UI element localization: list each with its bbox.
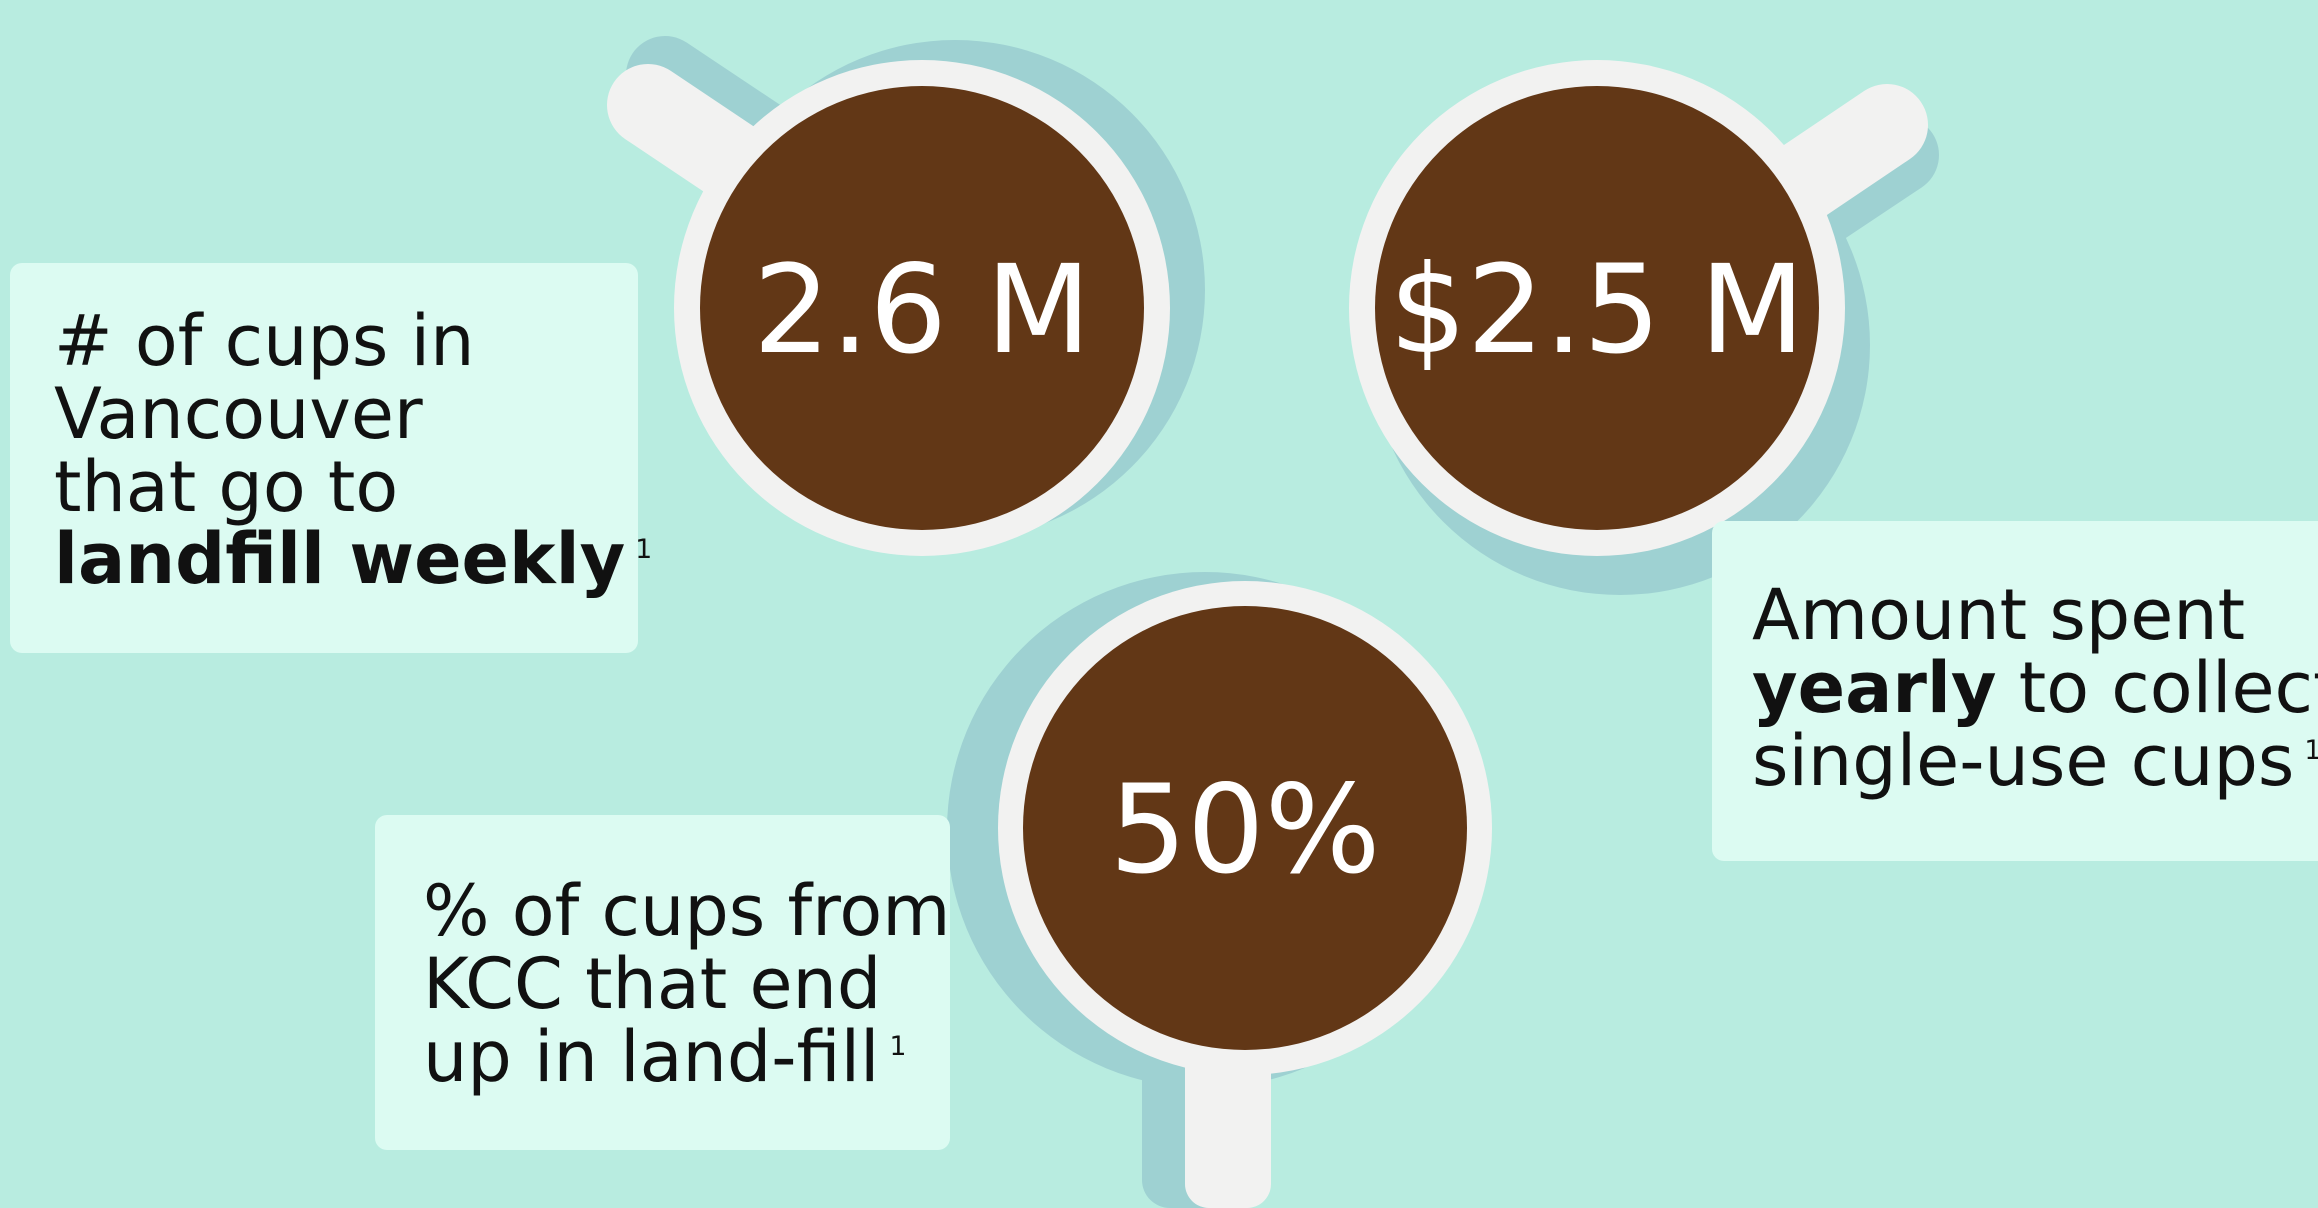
footnote-ref: 1 <box>889 1031 907 1063</box>
landfill-line-3: that go to <box>54 445 399 528</box>
stat-weekly-cups: 2.6 M <box>753 239 1091 381</box>
spent-line-2-rest: to collect <box>1996 646 2318 729</box>
yearly-spend-text: Amount spent yearly to collect single-us… <box>1752 579 2318 797</box>
cup-kcc: 50% <box>947 572 1492 1208</box>
spent-line-3-text: single-use cups <box>1752 719 2295 802</box>
kcc-line-1: % of cups from <box>423 870 951 952</box>
landfill-weekly-text: # of cups in Vancouver that go to landfi… <box>54 305 652 596</box>
cup-yearly: $2.5 M <box>1349 60 1939 595</box>
yearly-spend-card: Amount spent yearly to collect single-us… <box>1712 521 2318 861</box>
kcc-line-3-text: up in land-fill <box>423 1015 880 1098</box>
landfill-line-4: landfill weekly 1 <box>54 523 652 596</box>
cup-kcc-coffee <box>1023 606 1467 1050</box>
landfill-emphasis: landfill weekly <box>54 518 626 601</box>
spent-emphasis: yearly <box>1752 646 1997 729</box>
cup-kcc-handle <box>1185 1040 1271 1208</box>
landfill-line-1: # of cups in <box>54 300 475 382</box>
spent-line-2: yearly to collect <box>1752 651 2318 725</box>
cup-weekly: 2.6 M <box>607 36 1205 556</box>
landfill-weekly-card: # of cups in Vancouver that go to landfi… <box>10 263 652 653</box>
kcc-percent-text: % of cups from KCC that end up in land-f… <box>423 875 950 1093</box>
spent-line-1: Amount spent <box>1752 574 2246 656</box>
footnote-ref: 1 <box>2304 735 2318 767</box>
footnote-ref: 1 <box>635 534 653 566</box>
stat-yearly-cost: $2.5 M <box>1389 239 1805 381</box>
kcc-line-3: up in land-fill 1 <box>423 1020 950 1094</box>
kcc-percent-card: % of cups from KCC that end up in land-f… <box>375 815 950 1150</box>
cup-yearly-coffee <box>1375 86 1819 530</box>
spent-line-3: single-use cups 1 <box>1752 724 2318 798</box>
stat-kcc-percent: 50% <box>1109 759 1380 901</box>
landfill-line-2: Vancouver <box>54 372 423 455</box>
cup-weekly-coffee <box>700 86 1144 530</box>
kcc-line-2: KCC that end <box>423 942 882 1025</box>
